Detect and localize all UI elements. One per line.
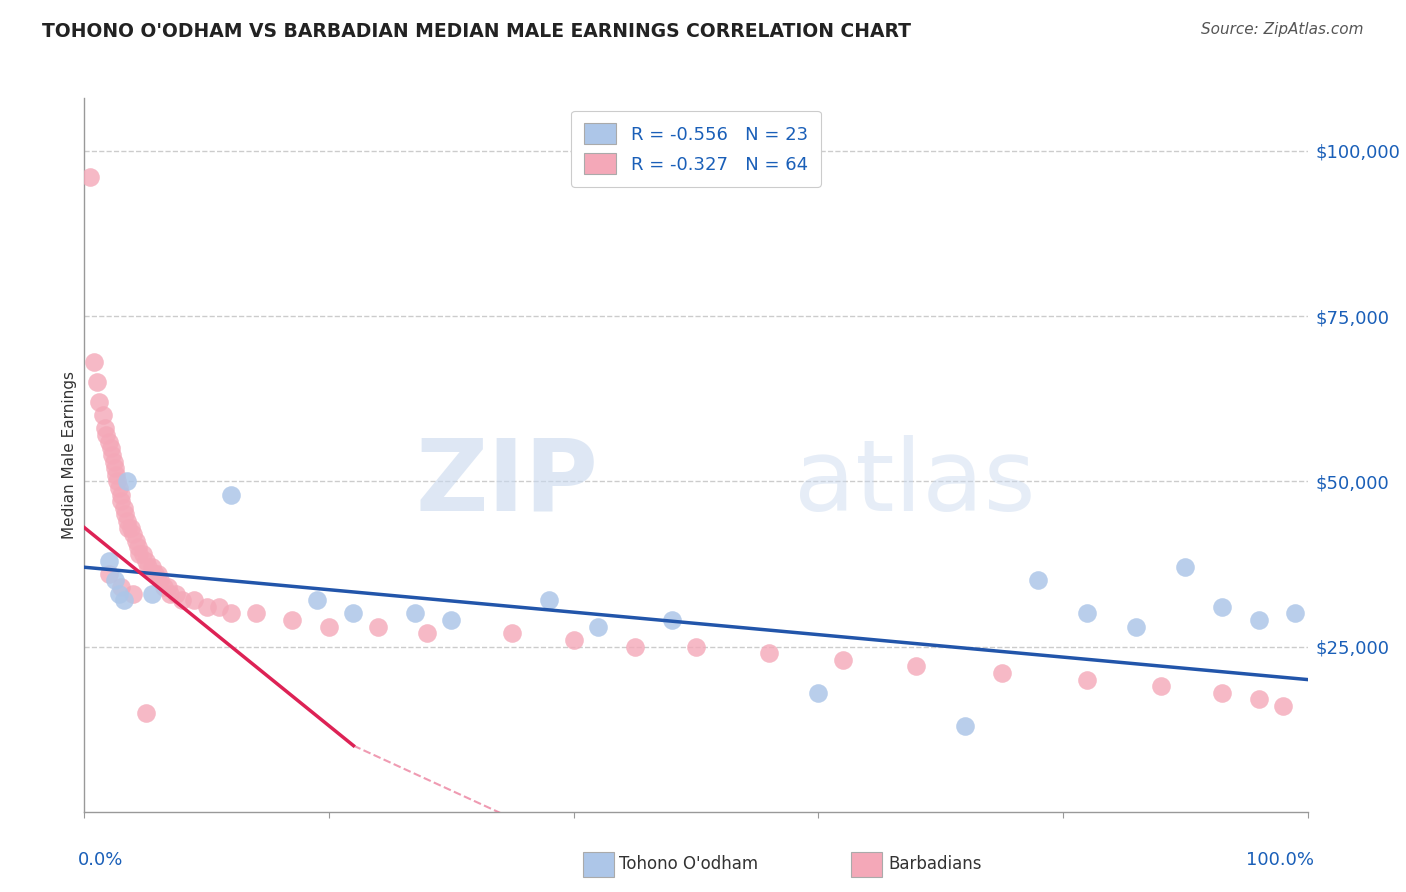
Point	[135, 554, 157, 568]
Point	[128, 547, 150, 561]
Point	[122, 527, 145, 541]
Point	[758, 646, 780, 660]
Legend: R = -0.556   N = 23, R = -0.327   N = 64: R = -0.556 N = 23, R = -0.327 N = 64	[571, 111, 821, 186]
Point	[172, 593, 194, 607]
Point	[110, 487, 132, 501]
Point	[1247, 692, 1270, 706]
Point	[1076, 673, 1098, 687]
Point	[245, 607, 267, 621]
Point	[117, 520, 139, 534]
Point	[87, 395, 110, 409]
Point	[416, 626, 439, 640]
Text: Barbadians: Barbadians	[889, 855, 983, 873]
Point	[404, 607, 426, 621]
Point	[127, 541, 149, 555]
Point	[440, 613, 463, 627]
Y-axis label: Median Male Earnings: Median Male Earnings	[62, 371, 77, 539]
Point	[195, 599, 218, 614]
Point	[807, 686, 830, 700]
Point	[1174, 560, 1197, 574]
Point	[1076, 607, 1098, 621]
Point	[219, 607, 242, 621]
Point	[159, 587, 181, 601]
Point	[953, 719, 976, 733]
Point	[141, 560, 163, 574]
Point	[107, 587, 129, 601]
Point	[110, 580, 132, 594]
Point	[183, 593, 205, 607]
Point	[107, 481, 129, 495]
Point	[1028, 574, 1050, 588]
Point	[146, 566, 169, 581]
Point	[208, 599, 231, 614]
Text: 0.0%: 0.0%	[79, 851, 124, 869]
Text: atlas: atlas	[794, 435, 1035, 532]
Point	[1211, 599, 1233, 614]
Text: Source: ZipAtlas.com: Source: ZipAtlas.com	[1201, 22, 1364, 37]
Point	[991, 665, 1014, 680]
Point	[1125, 620, 1147, 634]
Point	[1272, 698, 1295, 713]
Point	[1284, 607, 1306, 621]
Point	[86, 376, 108, 390]
Point	[101, 448, 124, 462]
Point	[104, 574, 127, 588]
Point	[281, 613, 304, 627]
Point	[502, 626, 524, 640]
Text: ZIP: ZIP	[415, 435, 598, 532]
Text: TOHONO O'ODHAM VS BARBADIAN MEDIAN MALE EARNINGS CORRELATION CHART: TOHONO O'ODHAM VS BARBADIAN MEDIAN MALE …	[42, 22, 911, 41]
Point	[1211, 686, 1233, 700]
Point	[305, 593, 328, 607]
Point	[112, 593, 135, 607]
Point	[100, 442, 122, 456]
Text: Tohono O'odham: Tohono O'odham	[619, 855, 758, 873]
Point	[97, 554, 120, 568]
Point	[120, 520, 142, 534]
Point	[538, 593, 561, 607]
Point	[103, 454, 125, 468]
Point	[136, 560, 159, 574]
Point	[562, 632, 585, 647]
Point	[165, 587, 187, 601]
Point	[141, 587, 163, 601]
Point	[94, 421, 117, 435]
Point	[122, 587, 145, 601]
Point	[97, 566, 120, 581]
Point	[104, 461, 127, 475]
Point	[831, 653, 853, 667]
Point	[219, 487, 242, 501]
Point	[105, 467, 128, 482]
Point	[1247, 613, 1270, 627]
Point	[91, 409, 114, 423]
Point	[661, 613, 683, 627]
Point	[153, 580, 176, 594]
Point	[685, 640, 707, 654]
Point	[79, 170, 101, 185]
Point	[112, 500, 135, 515]
Point	[110, 494, 132, 508]
Text: 100.0%: 100.0%	[1246, 851, 1313, 869]
Point	[135, 706, 157, 720]
Point	[96, 428, 118, 442]
Point	[115, 514, 138, 528]
Point	[132, 547, 155, 561]
Point	[586, 620, 609, 634]
Point	[125, 533, 148, 548]
Point	[367, 620, 389, 634]
Point	[905, 659, 928, 673]
Point	[1150, 679, 1173, 693]
Point	[143, 566, 166, 581]
Point	[83, 355, 105, 369]
Point	[149, 574, 172, 588]
Point	[115, 475, 138, 489]
Point	[624, 640, 647, 654]
Point	[97, 434, 120, 449]
Point	[318, 620, 340, 634]
Point	[156, 580, 179, 594]
Point	[105, 475, 128, 489]
Point	[342, 607, 364, 621]
Point	[114, 508, 136, 522]
